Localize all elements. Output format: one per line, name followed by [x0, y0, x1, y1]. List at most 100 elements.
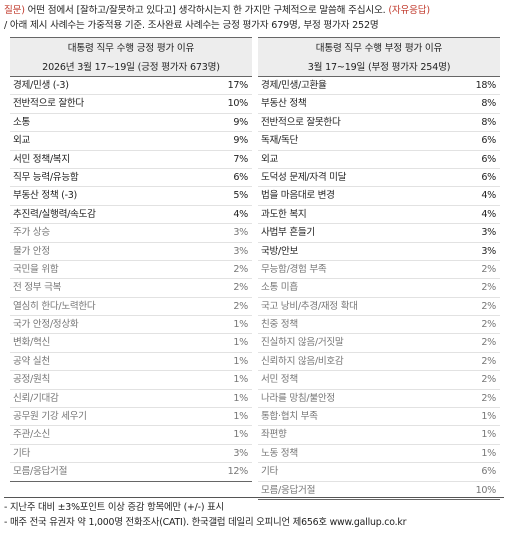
row-value: 2%	[481, 355, 496, 367]
positive-table-rows: 경제/민생 (-3) 17% 전반적으로 잘한다 10% 소통 9% 외교 9% 서민 정책/복…	[10, 76, 252, 482]
row-label: 공정/원칙	[13, 374, 51, 386]
table-row: 전 정부 극복 2%	[10, 279, 252, 298]
table-row: 기타 3%	[10, 445, 252, 464]
row-value: 6%	[481, 153, 496, 165]
row-value: 2%	[481, 374, 496, 386]
row-label: 기타	[13, 447, 31, 459]
table-row: 경제/민생 (-3) 17%	[10, 77, 252, 96]
question-accent: (자유응답)	[388, 5, 430, 16]
row-value: 12%	[227, 466, 249, 478]
table-row: 신뢰/기대감 1%	[10, 390, 252, 409]
row-value: 10%	[475, 484, 497, 496]
table-row: 외교 6%	[258, 151, 500, 169]
row-value: 1%	[233, 319, 248, 331]
row-label: 전반적으로 잘못한다	[261, 116, 341, 128]
row-label: 외교	[13, 135, 31, 147]
table-row: 나라를 망침/불안정 2%	[258, 390, 500, 409]
row-label: 법을 마음대로 변경	[261, 190, 335, 202]
row-value: 9%	[233, 135, 248, 147]
table-row: 주가 상승 3%	[10, 224, 252, 243]
row-value: 3%	[233, 245, 248, 257]
row-value: 10%	[227, 98, 249, 110]
table-row: 독재/독단 6%	[258, 132, 500, 151]
row-value: 7%	[233, 153, 248, 165]
positive-reasons-table: 대통령 직무 수행 긍정 평가 이유 2026년 3월 17~19일 (긍정 평…	[10, 37, 252, 482]
row-value: 1%	[233, 374, 248, 386]
footnote-1: - 지난주 대비 ±3%포인트 이상 증감 항목에만 (+/-) 표시	[4, 502, 224, 513]
row-label: 경제/민생/고환율	[261, 80, 327, 91]
row-value: 2%	[481, 337, 496, 349]
row-value: 8%	[481, 116, 496, 128]
table-row: 부동산 정책 (-3) 5%	[10, 187, 252, 206]
row-value: 6%	[481, 466, 496, 478]
row-value: 9%	[233, 116, 248, 128]
row-label: 전 정부 극복	[13, 282, 62, 294]
row-value: 1%	[233, 392, 248, 404]
row-label: 신뢰/기대감	[13, 392, 59, 404]
table-row: 모름/응답거절 12%	[10, 463, 252, 482]
row-value: 8%	[481, 98, 496, 110]
row-label: 서민 정책/복지	[13, 153, 70, 165]
row-label: 변화/혁신	[13, 337, 51, 349]
row-value: 6%	[481, 171, 496, 183]
table-row: 좌편향 1%	[258, 426, 500, 445]
row-label: 진실하지 않음/거짓말	[261, 337, 344, 349]
row-label: 나라를 망침/불안정	[261, 392, 335, 404]
row-value: 2%	[481, 263, 496, 275]
negative-table-title: 대통령 직무 수행 부정 평가 이유	[315, 43, 443, 54]
table-row: 외교 9%	[10, 132, 252, 151]
question-block: 질문) 어떤 점에서 [잘하고/잘못하고 있다고] 생각하시는지 한 가지만 구…	[4, 3, 508, 33]
row-label: 소통 미흡	[261, 282, 298, 294]
row-value: 3%	[233, 447, 248, 459]
table-row: 국가 안정/정상화 1%	[10, 316, 252, 335]
row-value: 1%	[233, 337, 248, 349]
row-value: 2%	[233, 263, 248, 275]
row-label: 주관/소신	[13, 429, 51, 441]
table-row: 무능함/경험 부족 2%	[258, 261, 500, 280]
row-label: 소통	[13, 116, 31, 128]
table-row: 소통 미흡 2%	[258, 279, 500, 298]
row-label: 열심히 한다/노력한다	[13, 300, 96, 312]
row-label: 서민 정책	[261, 374, 298, 386]
table-row: 통합·협치 부족 1%	[258, 408, 500, 427]
table-row: 법을 마음대로 변경 4%	[258, 187, 500, 206]
table-row: 노동 정책 1%	[258, 445, 500, 464]
table-row: 공약 실천 1%	[10, 353, 252, 372]
row-value: 1%	[233, 355, 248, 367]
row-label: 경제/민생 (-3)	[13, 80, 69, 91]
table-row: 국방/안보 3%	[258, 243, 500, 261]
row-label: 공약 실천	[13, 355, 50, 367]
table-row: 부동산 정책 8%	[258, 95, 500, 114]
table-row: 서민 정책/복지 7%	[10, 151, 252, 169]
row-value: 2%	[233, 282, 248, 294]
table-row: 서민 정책 2%	[258, 371, 500, 390]
table-row: 친중 정책 2%	[258, 316, 500, 335]
table-row: 진실하지 않음/거짓말 2%	[258, 334, 500, 353]
row-label: 과도한 복지	[261, 208, 307, 220]
table-row: 모름/응답거절 10%	[258, 482, 500, 500]
row-label: 국민을 위함	[13, 263, 59, 275]
table-row: 국고 낭비/추경/재정 확대 2%	[258, 298, 500, 317]
table-row: 직무 능력/유능함 6%	[10, 169, 252, 188]
table-row: 경제/민생/고환율 18%	[258, 77, 500, 96]
table-row: 공무원 기강 세우기 1%	[10, 408, 252, 427]
row-label: 부동산 정책 (-3)	[13, 190, 77, 202]
row-label: 신뢰하지 않음/비호감	[261, 355, 344, 367]
row-label: 모름/응답거절	[13, 466, 68, 478]
table-row: 도덕성 문제/자격 미달 6%	[258, 169, 500, 188]
table-row: 물가 안정 3%	[10, 243, 252, 261]
row-value: 2%	[481, 392, 496, 404]
row-value: 4%	[233, 208, 248, 220]
row-label: 직무 능력/유능함	[13, 171, 79, 183]
row-value: 2%	[481, 319, 496, 331]
row-label: 물가 안정	[13, 245, 50, 257]
row-value: 17%	[227, 80, 249, 91]
positive-table-header: 대통령 직무 수행 긍정 평가 이유 2026년 3월 17~19일 (긍정 평…	[10, 38, 252, 76]
row-value: 3%	[481, 245, 496, 257]
footnotes: - 지난주 대비 ±3%포인트 이상 증감 항목에만 (+/-) 표시 - 매주…	[4, 497, 504, 530]
table-row: 주관/소신 1%	[10, 426, 252, 445]
row-label: 사법부 흔들기	[261, 227, 315, 239]
row-value: 2%	[233, 300, 248, 312]
row-label: 외교	[261, 153, 279, 165]
table-row: 추진력/실행력/속도감 4%	[10, 206, 252, 225]
